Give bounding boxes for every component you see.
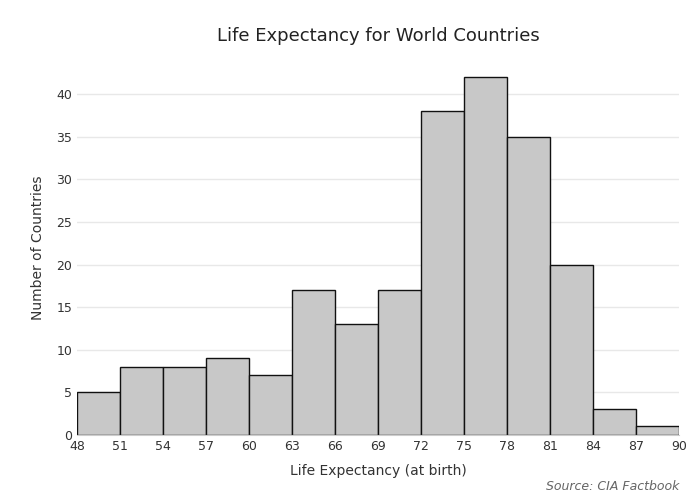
Bar (292, 290, 335, 435)
Bar (550, 264, 593, 435)
Bar (378, 290, 421, 435)
X-axis label: Life Expectancy (at birth): Life Expectancy (at birth) (290, 464, 466, 478)
Bar (163, 367, 206, 435)
Bar (507, 136, 550, 435)
Y-axis label: Number of Countries: Number of Countries (32, 176, 46, 320)
Bar (421, 111, 464, 435)
Bar (249, 376, 292, 435)
Title: Life Expectancy for World Countries: Life Expectancy for World Countries (216, 26, 540, 44)
Bar (206, 358, 249, 435)
Bar (335, 324, 378, 435)
Bar (464, 77, 507, 435)
Bar (120, 367, 163, 435)
Bar (593, 410, 636, 435)
Bar (636, 426, 679, 435)
Bar (77, 392, 120, 435)
Text: Source: CIA Factbook: Source: CIA Factbook (545, 480, 679, 492)
